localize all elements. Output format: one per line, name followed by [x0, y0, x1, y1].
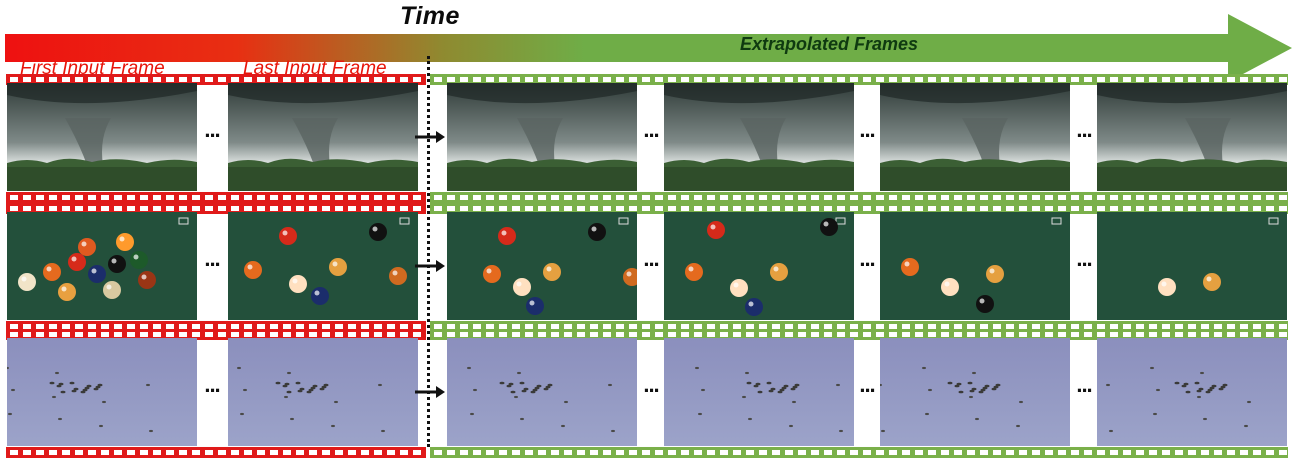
output-film-edge-top [430, 201, 1288, 214]
input-frame-image [7, 212, 197, 320]
input-film-edge-top [6, 327, 426, 340]
input-frame-image [7, 83, 197, 191]
output-film-edge-bottom [430, 190, 1288, 203]
ellipsis-gap: ... [204, 117, 220, 142]
input-frame-image [7, 338, 197, 446]
extrapolated-frame-image [1097, 212, 1287, 320]
input-frame-image [228, 338, 418, 446]
extrapolated-frame-image [664, 212, 854, 320]
ellipsis-gap: ... [1076, 372, 1092, 397]
input-film-edge-top [6, 72, 426, 85]
first-input-frame-label: First Input Frame [20, 58, 165, 79]
ellipsis-gap: ... [643, 372, 659, 397]
extrapolated-frame-image [664, 83, 854, 191]
extrapolated-frame-image [880, 338, 1070, 446]
input-film-edge-bottom [6, 319, 426, 332]
time-arrow [5, 14, 1292, 82]
extrapolated-frame-image [447, 83, 637, 191]
input-frame-image [228, 83, 418, 191]
ellipsis-gap: ... [1076, 117, 1092, 142]
output-film-edge-bottom [430, 319, 1288, 332]
ellipsis-gap: ... [643, 246, 659, 271]
ellipsis-gap: ... [1076, 246, 1092, 271]
row-arrow-icon [414, 130, 446, 149]
input-film-edge-bottom [6, 190, 426, 203]
ellipsis-gap: ... [204, 372, 220, 397]
row-arrow-icon [414, 385, 446, 404]
extrapolated-frame-image [1097, 338, 1287, 446]
extrapolated-frames-label: Extrapolated Frames [740, 34, 919, 54]
extrapolated-frame-image [880, 212, 1070, 320]
output-film-edge-top [430, 72, 1288, 85]
ellipsis-gap: ... [859, 372, 875, 397]
input-frame-image [228, 212, 418, 320]
output-film-edge-top [430, 327, 1288, 340]
extrapolated-frame-image [1097, 83, 1287, 191]
time-title: Time [400, 2, 460, 30]
extrapolated-frame-image [880, 83, 1070, 191]
input-film-edge-top [6, 201, 426, 214]
ellipsis-gap: ... [859, 117, 875, 142]
ellipsis-gap: ... [643, 117, 659, 142]
input-output-divider [427, 56, 430, 447]
extrapolated-frame-image [664, 338, 854, 446]
extrapolated-frame-image [447, 338, 637, 446]
row-arrow-icon [414, 259, 446, 278]
last-input-frame-label: Last Input Frame [243, 58, 387, 79]
ellipsis-gap: ... [204, 246, 220, 271]
extrapolated-frame-image [447, 212, 637, 320]
ellipsis-gap: ... [859, 246, 875, 271]
